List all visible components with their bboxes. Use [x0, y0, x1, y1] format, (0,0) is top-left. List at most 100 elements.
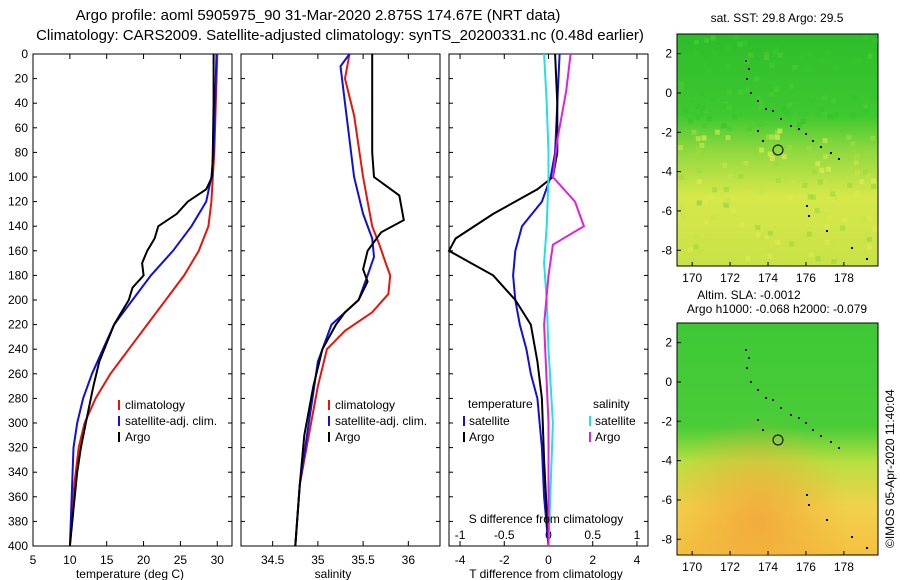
s-tick-label: 0.5: [584, 528, 601, 542]
lon-tick-label: 174: [758, 560, 778, 574]
sst-map: sat. SST: 29.8 Argo: 29.5 170 172 174 176 17…: [661, 11, 879, 285]
lat-tick-label: -4: [661, 165, 672, 179]
depth-tick-label: 220: [8, 318, 28, 332]
difference-series: [447, 53, 586, 547]
island-dot: [780, 407, 782, 409]
depth-tick-label: 200: [8, 293, 28, 307]
temperature-legend: climatology satellite-adj. clim. Argo: [118, 398, 217, 444]
depth-tick-label: 240: [8, 342, 28, 356]
sst-map-title: sat. SST: 29.8 Argo: 29.5: [711, 11, 844, 25]
difference-profile-panel: -4 -2 0 2 4-1 -0.5 0 0.5 1 temperature salinity …: [447, 53, 649, 580]
salinity-axis-label: salinity: [315, 567, 352, 580]
island-dot: [757, 419, 759, 421]
x-tick-label: 20: [137, 553, 151, 567]
lon-tick-label: 170: [682, 560, 702, 574]
island-dot: [757, 100, 759, 102]
island-dot: [746, 367, 748, 369]
depth-tick-label: 140: [8, 219, 28, 233]
legend-temp-satellite-label: satellite: [469, 414, 510, 428]
salinity-legend: climatology satellite-adj. clim. Argo: [328, 398, 427, 444]
legend-satellite-label: satellite-adj. clim.: [335, 414, 427, 428]
imos-watermark: ©IMOS 05-Apr-2020 11:40:04: [883, 389, 897, 548]
island-dot: [757, 130, 759, 132]
island-dot: [820, 146, 822, 148]
island-dot: [830, 152, 832, 154]
island-dot: [805, 422, 807, 424]
s-tick-label: -1: [455, 528, 466, 542]
island-dot: [748, 357, 750, 359]
island-dot: [780, 118, 782, 120]
series-line-argo: [294, 54, 405, 547]
island-dot: [838, 447, 840, 449]
salinity-profile-panel: 34.5 35 35.5 36 climatology satellite-adj. …: [240, 53, 441, 580]
salinity-series: [294, 53, 405, 547]
depth-tick-label: 380: [8, 514, 28, 528]
temperature-axis-ticks: 5 10 15 20 25 30: [30, 53, 232, 567]
x-tick-label: 5: [30, 553, 37, 567]
island-dot: [838, 158, 840, 160]
lat-tick-label: -6: [661, 204, 672, 218]
depth-tick-label: 300: [8, 416, 28, 430]
lat-tick-label: -8: [661, 243, 672, 257]
depth-tick-label: 80: [15, 145, 29, 159]
lat-tick-label: 0: [665, 86, 672, 100]
legend-argo-label: Argo: [125, 430, 151, 444]
island-dot: [806, 205, 808, 207]
island-dot: [851, 536, 853, 538]
series-line-salinity-argo: [543, 53, 586, 546]
series-line-argo: [68, 54, 215, 547]
legend-climatology-label: climatology: [335, 398, 395, 412]
island-dot: [757, 389, 759, 391]
island-dot: [826, 519, 828, 521]
lat-tick-label: 0: [665, 375, 672, 389]
island-dot: [798, 417, 800, 419]
argo-position-marker: [772, 144, 784, 156]
x-tick-label: 0: [545, 553, 552, 567]
series-line-climatology: [294, 53, 392, 547]
lon-tick-label: 172: [720, 560, 740, 574]
lon-tick-label: 176: [796, 560, 816, 574]
lon-tick-label: 178: [834, 560, 854, 574]
island-dot: [790, 414, 792, 416]
island-dot: [806, 494, 808, 496]
lon-tick-label: 178: [834, 271, 854, 285]
temperature-profile-panel: 5 10 15 20 25 30 climatology satellite-adj. c…: [30, 53, 233, 580]
x-tick-label: 10: [63, 553, 77, 567]
depth-tick-label: 400: [8, 539, 28, 553]
island-dot: [812, 140, 814, 142]
lat-tick-label: -6: [661, 493, 672, 507]
island-dot: [772, 399, 774, 401]
x-tick-label: -4: [455, 553, 466, 567]
argo-position-marker: [772, 434, 784, 446]
sla-map: Altim. SLA: -0.0012 Argo h1000: -0.068 h…: [661, 288, 879, 574]
s-tick-label: 1: [634, 528, 641, 542]
x-tick-label: 30: [211, 553, 225, 567]
lat-tick-label: -2: [661, 414, 672, 428]
t-difference-axis-label: T difference from climatology: [469, 567, 623, 580]
legend-sal-argo-label: Argo: [595, 430, 621, 444]
lon-tick-label: 174: [758, 271, 778, 285]
legend-sal-satellite-label: satellite: [595, 414, 636, 428]
island-dot: [851, 247, 853, 249]
island-dot: [765, 397, 767, 399]
legend-satellite-label: satellite-adj. clim.: [125, 414, 217, 428]
x-tick-label: 36: [402, 553, 416, 567]
lat-tick-label: -2: [661, 125, 672, 139]
x-tick-label: 34.5: [261, 553, 285, 567]
depth-tick-label: 280: [8, 391, 28, 405]
s-difference-axis-label: S difference from climatology: [469, 512, 624, 526]
island-dot: [826, 230, 828, 232]
lon-tick-label: 170: [682, 271, 702, 285]
series-line-salinity-satellite: [543, 53, 554, 547]
island-dot: [750, 381, 752, 383]
sla-map-title-2: Argo h1000: -0.068 h2000: -0.079: [687, 302, 867, 316]
island-dot: [745, 60, 747, 62]
x-tick-label: 15: [100, 553, 114, 567]
depth-tick-label: 100: [8, 170, 28, 184]
island-dot: [772, 110, 774, 112]
island-dot: [798, 128, 800, 130]
island-dot: [808, 504, 810, 506]
legend-salinity-header: salinity: [593, 397, 630, 411]
lon-tick-label: 172: [720, 271, 740, 285]
island-dot: [748, 68, 750, 70]
